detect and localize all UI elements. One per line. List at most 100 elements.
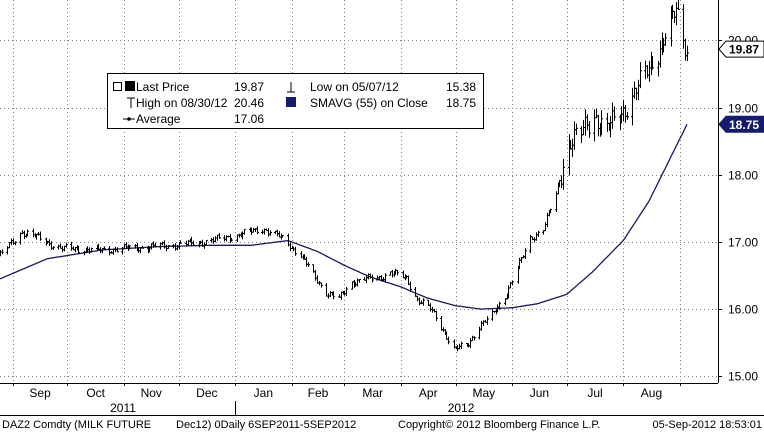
smavg-swatch-icon (286, 97, 296, 107)
price-bar (52, 246, 55, 250)
price-bar (230, 237, 233, 242)
price-bar (396, 269, 399, 276)
price-tags: 19.87 18.75 (718, 40, 764, 133)
x-tick-label: Aug (641, 386, 662, 400)
x-tick-label: Jan (254, 386, 273, 400)
value-tag: 18.75 (718, 115, 764, 133)
price-bar (486, 316, 489, 325)
price-bar (524, 248, 527, 259)
y-tick-label: 17.00 (728, 236, 758, 250)
x-tick-label: May (472, 386, 495, 400)
value-tag-box (718, 115, 764, 133)
price-bar (358, 278, 361, 283)
footer-contract: Dec12) 0Daily 6SEP2011-5SEP2012 (176, 419, 356, 431)
y-tick-label: 18.00 (728, 169, 758, 183)
price-bar (65, 242, 68, 248)
x-tick-label: Dec (196, 386, 217, 400)
price-bar (473, 336, 476, 341)
price-bar (677, 0, 680, 10)
price-bar (90, 247, 93, 253)
price-bar (575, 123, 578, 135)
price-bar (103, 246, 106, 250)
low-marker-icon (287, 82, 295, 93)
price-bar (549, 208, 552, 214)
price-bar (256, 226, 259, 235)
price-bar (116, 247, 119, 253)
y-tick-label: 15.00 (728, 370, 758, 384)
legend-item: High on 08/30/12 20.46 (127, 96, 264, 110)
x-tick-label: Apr (419, 386, 438, 400)
price-bar (307, 262, 310, 267)
price-bar (422, 298, 425, 306)
legend-label: Average (136, 112, 181, 126)
price-bar (345, 287, 348, 297)
legend-value: 20.46 (234, 96, 264, 110)
footer-copyright: Copyright© 2012 Bloomberg Finance L.P. (398, 419, 600, 431)
price-bar (141, 245, 144, 249)
legend-label: High on 08/30/12 (136, 96, 228, 110)
value-tag: 19.87 (718, 40, 764, 58)
price-bar (294, 246, 297, 256)
legend-item: Low on 05/07/12 15.38 (287, 80, 476, 94)
price-bars (0, 0, 689, 352)
legend-value: 17.06 (234, 112, 264, 126)
plot-background (0, 0, 718, 383)
price-bar (511, 280, 514, 286)
y-tick-label: 19.00 (728, 102, 758, 116)
price-bar (320, 282, 323, 288)
price-bar (409, 281, 412, 292)
x-tick-label: Feb (308, 386, 329, 400)
price-bar (332, 291, 335, 300)
price-bar (613, 106, 616, 121)
legend-item: Last Price 19.87 (113, 80, 264, 94)
price-bar (639, 62, 642, 89)
legend-label: SMAVG (55) on Close (310, 96, 428, 110)
price-bar (460, 341, 463, 349)
legend-item: SMAVG (55) on Close 18.75 (286, 96, 476, 110)
price-bar (128, 245, 131, 250)
legend-value: 19.87 (234, 80, 264, 94)
price-bar (686, 45, 689, 61)
price-bar (14, 241, 17, 246)
price-bar (192, 240, 195, 246)
legend-label: Low on 05/07/12 (310, 80, 399, 94)
price-bar (651, 56, 654, 70)
price-bar (498, 301, 501, 310)
price-bar (281, 235, 284, 238)
price-bar (167, 245, 170, 249)
price-bar (384, 273, 387, 283)
price-bar (588, 121, 591, 138)
legend-item: Average 17.06 (123, 112, 264, 126)
x-tick-label: Nov (141, 386, 162, 400)
price-bar (26, 229, 29, 237)
x-tick-label: Oct (86, 386, 105, 400)
footer-timestamp: 05-Sep-2012 18:53:01 (653, 419, 762, 431)
high-marker-icon (127, 97, 135, 108)
x-tick-label: Jun (530, 386, 549, 400)
price-bar (600, 110, 603, 136)
price-bar (664, 33, 667, 46)
legend-label: Last Price (136, 80, 190, 94)
legend-value: 18.75 (446, 96, 476, 110)
price-bar (77, 245, 80, 254)
price-bar (218, 232, 221, 239)
price-bar (435, 310, 438, 322)
price-bar (371, 274, 374, 283)
price-bar (1, 249, 4, 255)
value-tag-label: 18.75 (729, 118, 759, 132)
x-tick-label: Mar (362, 386, 383, 400)
price-bar (537, 230, 540, 237)
y-tick-label: 16.00 (728, 303, 758, 317)
legend: Last Price 19.87 Low on 05/07/12 15.38 High … (107, 73, 484, 129)
legend-swatch-icon (125, 81, 135, 91)
x-tick-label: Sep (29, 386, 51, 400)
price-bar (154, 242, 157, 248)
price-bar (205, 239, 208, 246)
price-bar (562, 159, 565, 190)
value-tag-label: 19.87 (729, 43, 759, 57)
legend-value: 15.38 (446, 80, 476, 94)
price-bar (626, 111, 629, 120)
average-dot-icon (127, 117, 131, 121)
